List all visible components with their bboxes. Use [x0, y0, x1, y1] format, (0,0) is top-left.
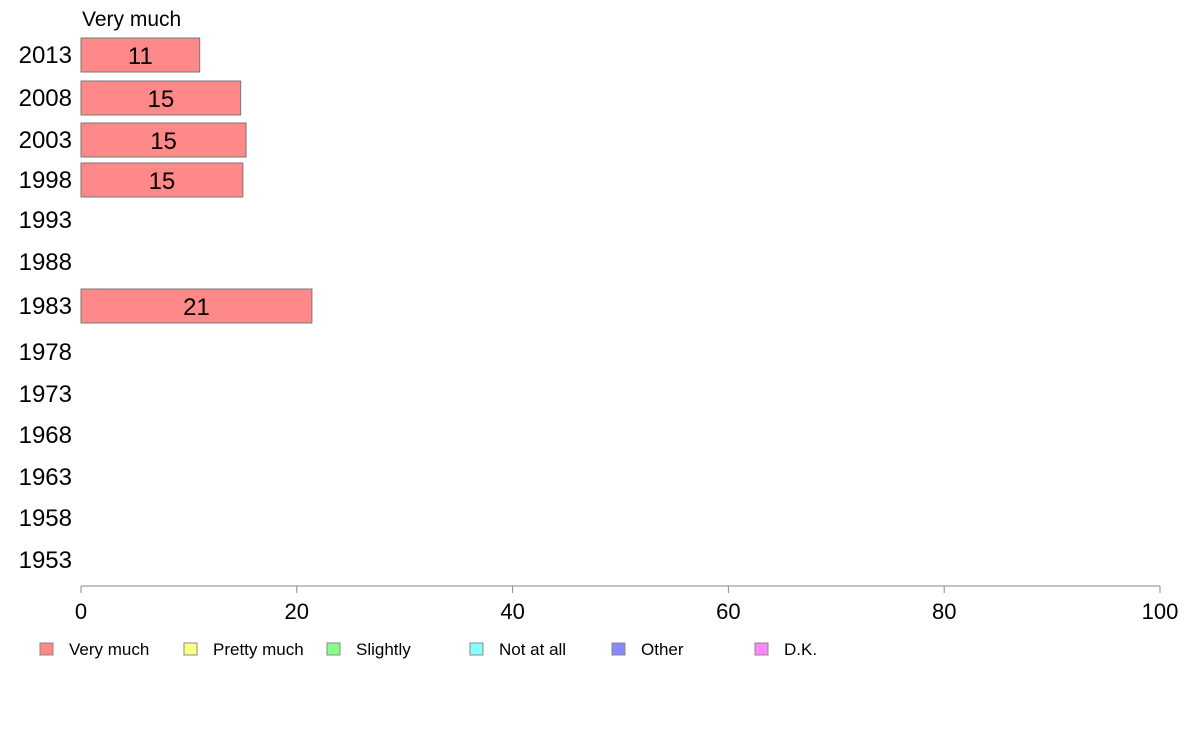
legend-swatch-2: [326, 642, 341, 656]
value-label-2008: 15: [147, 86, 174, 113]
category-label-2003: 2003: [19, 127, 72, 154]
category-label-1998: 1998: [19, 167, 72, 194]
category-label-1978: 1978: [19, 339, 72, 366]
category-label-1988: 1988: [19, 249, 72, 276]
x-tick-label-60: 60: [716, 599, 740, 624]
legend-label-0: Very much: [69, 640, 149, 659]
panel-title: Very much: [82, 8, 181, 31]
x-tick-label-0: 0: [75, 599, 87, 624]
bar-1998: [80, 162, 244, 198]
x-tick-label-100: 100: [1142, 599, 1179, 624]
category-label-1983: 1983: [19, 293, 72, 320]
legend-label-3: Not at all: [499, 640, 566, 659]
legend-swatch-0: [39, 642, 54, 656]
bar-2008: [80, 80, 242, 116]
legend: Very much Pretty much Slightly Not at all Ot…: [39, 640, 817, 659]
legend-label-5: D.K.: [784, 640, 817, 659]
legend-swatch-5: [754, 642, 769, 656]
category-label-1993: 1993: [19, 207, 72, 234]
bar-2013: [80, 37, 201, 73]
category-label-2013: 2013: [19, 42, 72, 69]
value-label-1983: 21: [183, 294, 210, 321]
legend-label-2: Slightly: [356, 640, 411, 659]
category-label-1953: 1953: [19, 547, 72, 574]
x-tick-label-20: 20: [285, 599, 309, 624]
legend-swatch-4: [611, 642, 626, 656]
category-labels: 2013 2008 2003 1998 1993 1988 1983 1978 1973 1968…: [19, 42, 72, 574]
x-axis: 0 20 40 60 80 100: [75, 585, 1179, 624]
category-label-2008: 2008: [19, 85, 72, 112]
category-label-1958: 1958: [19, 505, 72, 532]
value-label-2013: 11: [128, 43, 153, 70]
legend-label-1: Pretty much: [213, 640, 304, 659]
category-label-1973: 1973: [19, 381, 72, 408]
legend-swatch-3: [469, 642, 484, 656]
x-tick-label-80: 80: [932, 599, 956, 624]
bar-2003: [80, 122, 247, 158]
value-label-2003: 15: [150, 128, 177, 155]
category-label-1968: 1968: [19, 422, 72, 449]
bar-1983: [80, 288, 313, 324]
x-tick-label-40: 40: [500, 599, 524, 624]
value-label-1998: 15: [149, 168, 176, 195]
legend-label-4: Other: [641, 640, 684, 659]
value-labels: 11 15 15 15 21: [128, 43, 210, 321]
category-label-1963: 1963: [19, 464, 72, 491]
legend-swatch-1: [183, 642, 198, 656]
bars: [80, 37, 313, 324]
